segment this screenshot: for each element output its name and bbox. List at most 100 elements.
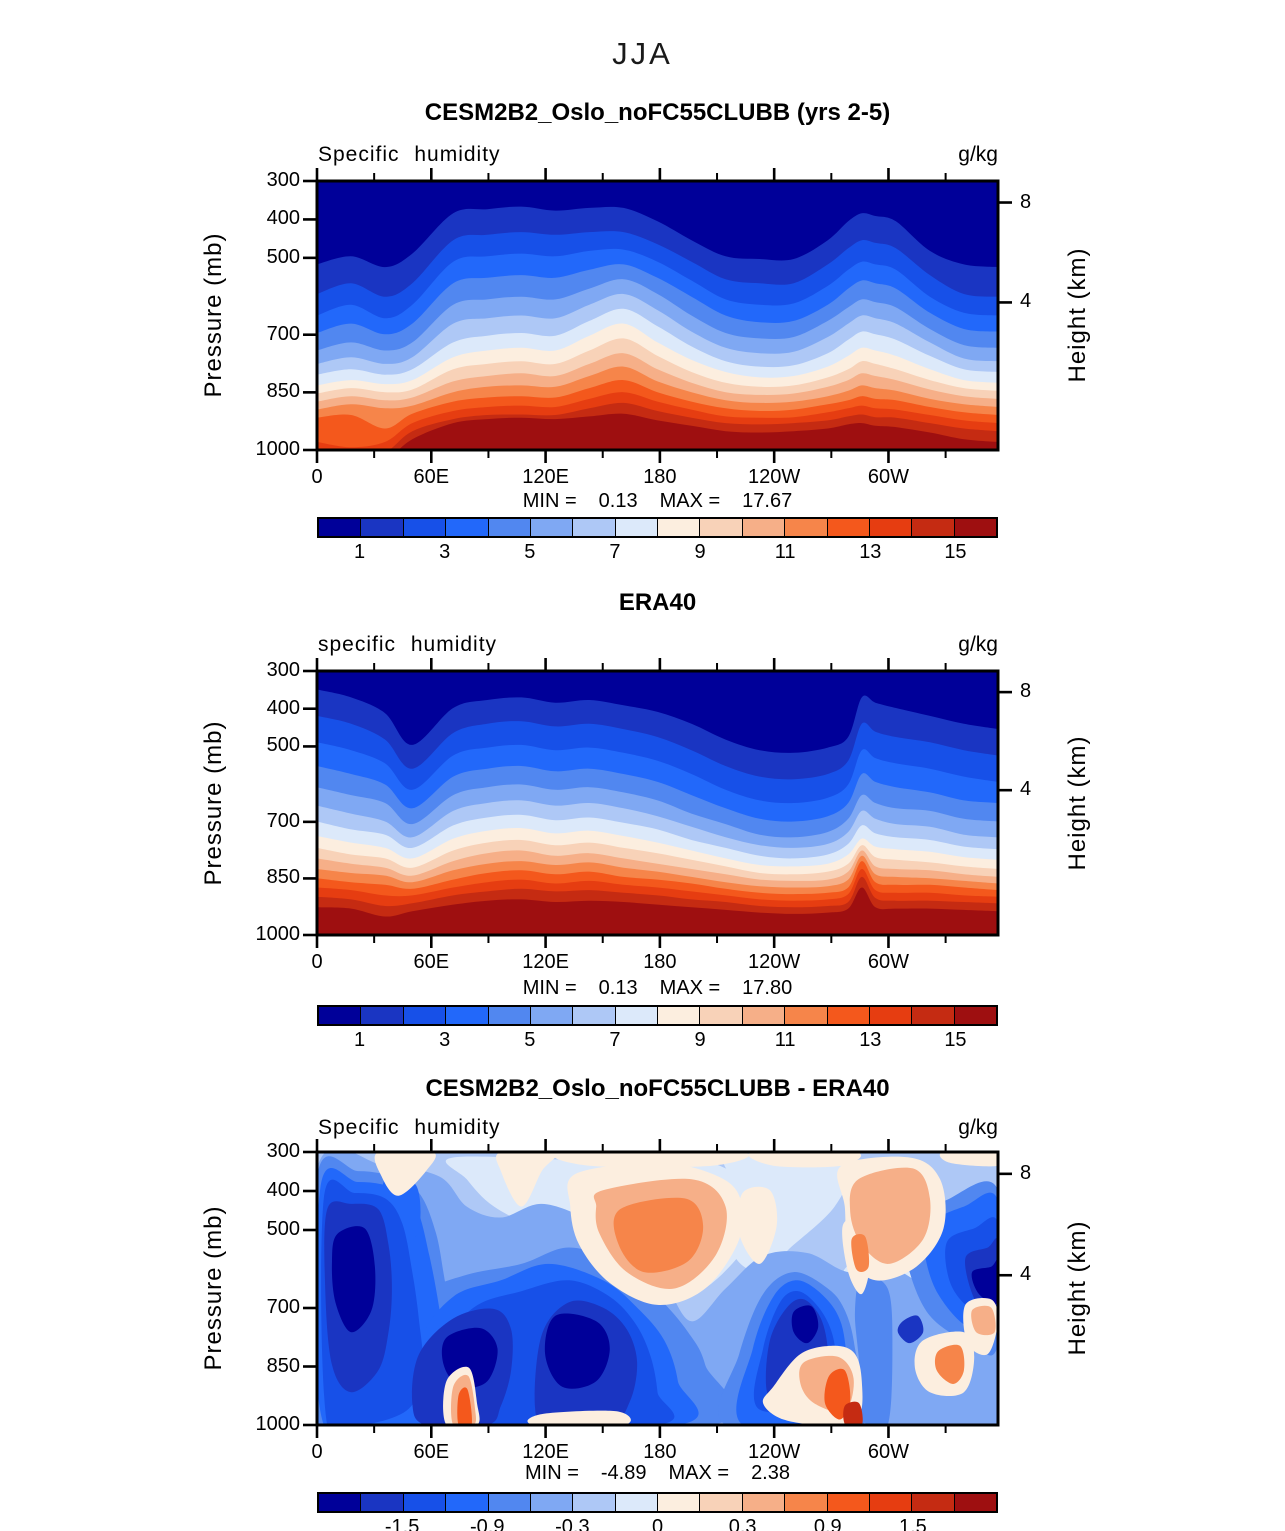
min-label: MIN = <box>522 490 577 512</box>
figure-title: JJA <box>612 36 673 71</box>
pressure-tick-label: 500 <box>266 734 300 757</box>
max-value: 17.80 <box>742 977 793 999</box>
height-tick-label: 8 <box>1020 680 1032 703</box>
colorbar-2 <box>317 1005 998 1026</box>
colorbar-tick-label: 0.9 <box>813 1516 842 1531</box>
pressure-tick-label: 400 <box>266 1179 300 1201</box>
max-label: MAX = <box>668 1462 730 1484</box>
colorbar-cell <box>487 1007 530 1024</box>
colorbar-cell <box>699 1494 742 1511</box>
pressure-tick-label: 400 <box>266 696 300 719</box>
colorbar-cell <box>657 1007 700 1024</box>
colorbar-cell <box>614 1494 657 1511</box>
pressure-tick-label: 700 <box>266 1296 300 1318</box>
colorbar-cell <box>657 1494 700 1511</box>
x-tick-label: 120W <box>748 466 801 488</box>
x-tick-label: 120W <box>748 951 801 973</box>
height-tick-label: 4 <box>1020 778 1032 801</box>
colorbar-tick-label: 3 <box>439 541 451 563</box>
x-tick-label: 120E <box>522 951 569 973</box>
colorbar-tick-label: 9 <box>694 541 706 563</box>
colorbar-cell <box>699 1007 742 1024</box>
colorbar-tick-label: 0.3 <box>728 1516 757 1531</box>
colorbar-cell <box>868 1007 912 1024</box>
pressure-tick-label: 300 <box>266 659 300 681</box>
colorbar-cell <box>911 519 954 536</box>
pressure-tick-label: 850 <box>266 380 300 403</box>
colorbar-tick-label: 15 <box>944 1029 967 1051</box>
contour-field-1 <box>317 181 998 450</box>
colorbar-tick-label: 11 <box>774 1029 796 1051</box>
pressure-tick-label: 500 <box>266 245 300 268</box>
colorbar-tick-label: 9 <box>694 1029 706 1051</box>
units-label-3: g/kg <box>958 1116 998 1139</box>
colorbar-cell <box>402 1007 446 1024</box>
height-axis-title-2: Height (km) <box>1064 735 1091 871</box>
panel-title-cesm: CESM2B2_Oslo_noFC55CLUBB (yrs 2-5) <box>424 99 891 126</box>
colorbar-cell <box>784 1007 827 1024</box>
min-value: 0.13 <box>598 977 638 999</box>
colorbar-cell <box>445 1007 488 1024</box>
units-label-1: g/kg <box>958 143 998 166</box>
colorbar-cell <box>741 519 785 536</box>
minmax-line-2: MIN = 0.13 MAX = 17.80 <box>317 977 998 1000</box>
x-tick-label: 60E <box>413 1441 450 1463</box>
colorbar-cell <box>445 519 488 536</box>
colorbar-tick-label: -1.5 <box>384 1516 420 1531</box>
height-tick-label: 4 <box>1020 290 1032 313</box>
colorbar-tick-label: 1 <box>354 1029 366 1051</box>
pressure-tick-label: 1000 <box>255 923 301 945</box>
colorbar-cell <box>529 1007 573 1024</box>
colorbar-cell <box>445 1494 488 1511</box>
colorbar-cell <box>784 1494 827 1511</box>
x-tick-label: 0 <box>311 466 323 488</box>
colorbar-cell <box>319 519 361 536</box>
colorbar-cell <box>614 519 657 536</box>
colorbar-tick-label: -0.9 <box>470 1516 505 1531</box>
units-label-2: g/kg <box>958 633 998 656</box>
max-value: 17.67 <box>742 490 793 512</box>
panel-title-era40: ERA40 <box>618 589 697 616</box>
contour-field-3 <box>317 1152 998 1425</box>
colorbar-tick-label: 13 <box>859 1029 882 1051</box>
pressure-tick-label: 850 <box>266 1354 300 1377</box>
colorbar-cell <box>868 1494 912 1511</box>
pressure-tick-label: 300 <box>266 169 300 191</box>
x-tick-label: 60W <box>867 466 910 488</box>
min-value: -4.89 <box>600 1462 647 1484</box>
pressure-tick-label: 700 <box>266 809 300 832</box>
colorbar-cell <box>953 1007 996 1024</box>
colorbar-cell <box>911 1494 954 1511</box>
colorbar-cell <box>402 519 446 536</box>
x-tick-label: 120E <box>522 1441 569 1463</box>
colorbar-cell <box>487 519 530 536</box>
min-label: MIN = <box>522 977 577 999</box>
colorbar-tick-label: 11 <box>774 541 796 563</box>
colorbar-1 <box>317 517 998 538</box>
max-label: MAX = <box>659 490 721 512</box>
colorbar-tick-label: 5 <box>524 541 536 563</box>
colorbar-cell <box>953 1494 996 1511</box>
colorbar-cell <box>319 1007 361 1024</box>
colorbar-cell <box>529 1494 573 1511</box>
colorbar-cell <box>319 1494 361 1511</box>
colorbar-cell <box>360 519 403 536</box>
colorbar-cell <box>826 519 869 536</box>
x-tick-label: 60E <box>413 951 450 973</box>
height-tick-label: 8 <box>1020 190 1032 213</box>
x-tick-label: 120E <box>522 466 569 488</box>
colorbar-cell <box>784 519 827 536</box>
height-tick-label: 8 <box>1020 1161 1032 1184</box>
field-label-1: Specific humidity <box>318 143 501 166</box>
height-axis-title-1: Height (km) <box>1064 247 1091 383</box>
colorbar-cell <box>826 1007 869 1024</box>
colorbar-cell <box>826 1494 869 1511</box>
colorbar-cell <box>360 1007 403 1024</box>
colorbar-tick-label: 15 <box>944 541 967 563</box>
colorbar-tick-label: 0 <box>651 1516 664 1531</box>
colorbar-cell <box>657 519 700 536</box>
x-tick-label: 120W <box>748 1441 801 1463</box>
colorbar-cell <box>529 519 573 536</box>
